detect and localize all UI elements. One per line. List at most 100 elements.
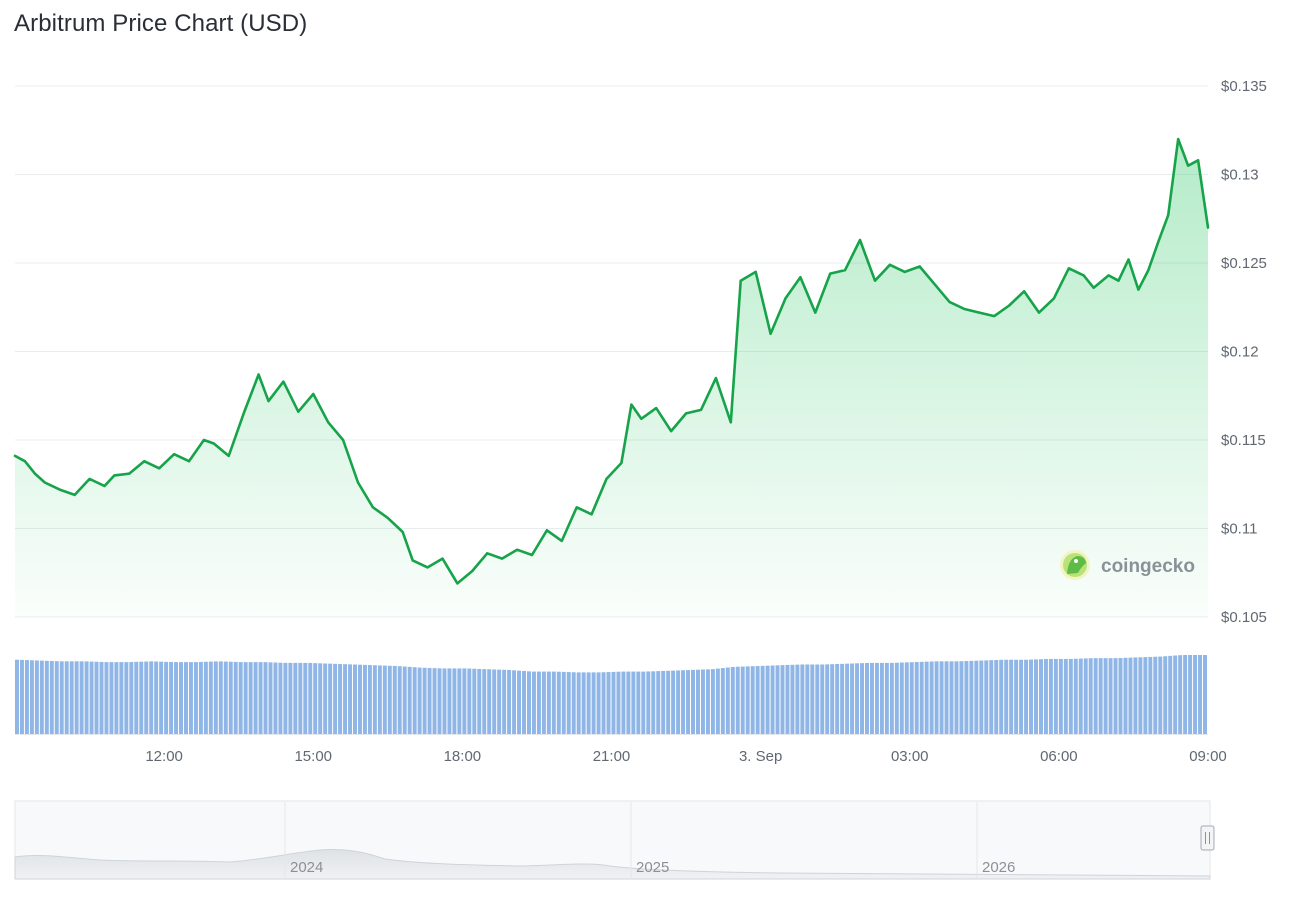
volume-bar <box>556 671 561 734</box>
volume-bar <box>99 661 104 734</box>
volume-bar <box>1118 657 1123 734</box>
volume-bar <box>914 662 919 734</box>
volume-bar <box>447 668 452 734</box>
volume-bar <box>566 672 571 734</box>
volume-bar <box>223 661 228 734</box>
volume-bar <box>551 671 556 734</box>
volume-bar <box>1004 659 1009 734</box>
volume-bar <box>984 660 989 734</box>
volume-bar <box>293 662 298 734</box>
volume-bar <box>1063 658 1068 734</box>
volume-bar <box>417 667 422 734</box>
volume-bar <box>512 670 517 734</box>
y-axis-ticks: $0.135 $0.13 $0.125 $0.12 $0.115 $0.11 $0.105 <box>1221 78 1267 626</box>
volume-bar <box>482 669 487 734</box>
volume-bar <box>228 661 233 734</box>
volume-bar <box>805 664 810 734</box>
volume-bar <box>348 664 353 734</box>
volume-bar <box>437 668 442 734</box>
volume-bar <box>407 666 412 734</box>
volume-bar <box>636 671 641 734</box>
volume-bar <box>313 663 318 734</box>
volume-bar <box>472 668 477 734</box>
volume-bar <box>139 661 144 734</box>
volume-bar <box>193 662 198 734</box>
volume-bar <box>1073 658 1078 734</box>
volume-bar <box>1088 658 1093 734</box>
volume-bar <box>611 671 616 734</box>
volume-bar <box>536 671 541 734</box>
price-line[interactable] <box>13 137 1210 585</box>
navigator[interactable]: 2024 2025 2026 <box>14 800 1215 880</box>
volume-bar <box>835 664 840 734</box>
volume-bar <box>735 666 740 734</box>
volume-bar <box>477 668 482 734</box>
volume-bar <box>1113 658 1118 734</box>
volume-bar <box>954 661 959 734</box>
volume-bar <box>462 668 467 734</box>
volume-bar <box>531 671 536 734</box>
volume-bar <box>303 662 308 734</box>
volume-bar <box>89 661 94 734</box>
volume-bar <box>1138 657 1143 734</box>
volume-bar <box>1048 658 1053 734</box>
volume-bars <box>15 655 1208 735</box>
coingecko-watermark: coingecko <box>1060 550 1195 580</box>
volume-bar <box>601 672 606 734</box>
navigator-handle[interactable] <box>1200 825 1215 851</box>
volume-bar <box>770 665 775 734</box>
volume-bar <box>1198 655 1203 734</box>
volume-bar <box>964 661 969 734</box>
volume-bar <box>527 671 531 734</box>
y-tick-label: $0.11 <box>1221 521 1257 538</box>
volume-bar <box>198 661 203 734</box>
volume-bar <box>576 672 581 734</box>
volume-bar <box>159 661 164 734</box>
volume-bar <box>720 668 725 734</box>
volume-bar <box>208 661 213 734</box>
volume-bar <box>502 669 507 734</box>
y-tick-label: $0.135 <box>1221 78 1267 95</box>
volume-bar <box>631 671 636 734</box>
volume-bar <box>1178 655 1183 734</box>
volume-bar <box>387 665 392 734</box>
volume-bar <box>34 660 39 734</box>
coingecko-logo-icon <box>1060 550 1090 580</box>
volume-bar <box>696 669 700 734</box>
volume-bar <box>686 670 691 734</box>
volume-bar <box>1193 655 1198 734</box>
volume-bar <box>656 671 661 734</box>
volume-bar <box>492 669 497 734</box>
volume-bar <box>904 662 909 734</box>
volume-bar <box>248 662 253 734</box>
volume-bar <box>894 662 899 734</box>
volume-bar <box>1078 658 1083 734</box>
volume-bar <box>700 669 705 734</box>
y-tick-label: $0.13 <box>1221 167 1259 184</box>
volume-bar <box>775 665 780 734</box>
volume-bar <box>919 661 924 734</box>
price-line-layer <box>13 137 1210 585</box>
x-tick-label: 3. Sep <box>739 748 782 765</box>
volume-bar <box>1058 658 1063 734</box>
price-area-fill <box>15 139 1208 617</box>
volume-bar <box>74 661 79 734</box>
price-area <box>15 139 1208 617</box>
volume-bar <box>69 661 74 734</box>
volume-bar <box>1183 655 1188 734</box>
volume-bar <box>298 662 303 734</box>
volume-bar <box>740 666 745 734</box>
volume-bar <box>15 659 19 734</box>
volume-bar <box>1038 659 1043 734</box>
volume-bar <box>487 669 492 734</box>
volume-bar <box>909 662 914 734</box>
volume-bar <box>357 664 362 734</box>
volume-bar <box>730 667 735 734</box>
volume-bar <box>109 662 114 734</box>
volume-bar <box>114 662 119 734</box>
volume-bar <box>24 660 29 734</box>
volume-bar <box>865 662 869 734</box>
volume-bar <box>1148 656 1153 734</box>
volume-bar <box>308 662 313 734</box>
